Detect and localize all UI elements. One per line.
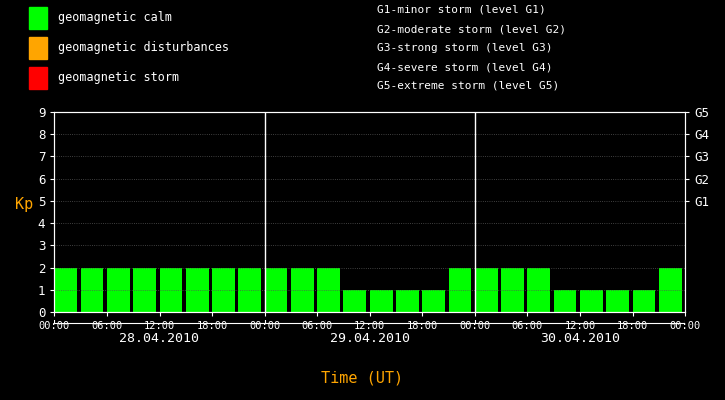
Bar <box>370 290 392 312</box>
Bar <box>29 37 47 59</box>
Bar <box>659 268 681 312</box>
Text: geomagnetic calm: geomagnetic calm <box>58 12 172 24</box>
Bar <box>54 268 77 312</box>
Bar <box>29 7 47 29</box>
Bar <box>107 268 130 312</box>
Bar <box>133 268 156 312</box>
Text: 30.04.2010: 30.04.2010 <box>540 332 620 345</box>
Text: 28.04.2010: 28.04.2010 <box>120 332 199 345</box>
Bar <box>212 268 235 312</box>
Bar <box>554 290 576 312</box>
Bar <box>606 290 629 312</box>
Bar <box>501 268 524 312</box>
Bar <box>449 268 471 312</box>
Text: G5-extreme storm (level G5): G5-extreme storm (level G5) <box>377 81 559 91</box>
Bar <box>475 268 497 312</box>
Bar <box>422 290 445 312</box>
Text: G2-moderate storm (level G2): G2-moderate storm (level G2) <box>377 24 566 34</box>
Bar <box>527 268 550 312</box>
Bar <box>80 268 104 312</box>
Text: geomagnetic disturbances: geomagnetic disturbances <box>58 42 229 54</box>
Text: 29.04.2010: 29.04.2010 <box>330 332 410 345</box>
Bar <box>396 290 419 312</box>
Bar <box>29 67 47 89</box>
Bar <box>317 268 340 312</box>
Bar <box>344 290 366 312</box>
Bar <box>239 268 261 312</box>
Bar <box>186 268 209 312</box>
Bar <box>632 290 655 312</box>
Y-axis label: Kp: Kp <box>14 197 33 212</box>
Bar <box>265 268 287 312</box>
Text: Time (UT): Time (UT) <box>321 370 404 386</box>
Text: geomagnetic storm: geomagnetic storm <box>58 72 179 84</box>
Text: G3-strong storm (level G3): G3-strong storm (level G3) <box>377 43 552 53</box>
Bar <box>160 268 182 312</box>
Bar <box>291 268 314 312</box>
Text: G1-minor storm (level G1): G1-minor storm (level G1) <box>377 5 546 15</box>
Bar <box>580 290 602 312</box>
Text: G4-severe storm (level G4): G4-severe storm (level G4) <box>377 62 552 72</box>
